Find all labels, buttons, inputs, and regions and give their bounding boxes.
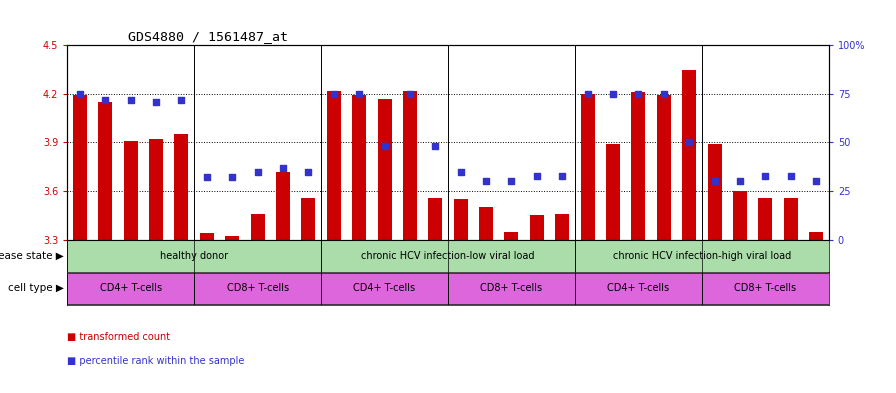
Point [504, 178, 519, 184]
Point [174, 97, 189, 103]
Point [403, 91, 418, 97]
Bar [657, 95, 671, 240]
Point [809, 178, 823, 184]
Point [453, 169, 468, 175]
Bar [632, 92, 645, 240]
Bar [682, 70, 696, 240]
Bar [758, 198, 772, 240]
Bar [702, 273, 829, 304]
Text: chronic HCV infection-high viral load: chronic HCV infection-high viral load [613, 251, 791, 261]
Bar [124, 141, 138, 240]
Text: CD4+ T-cells: CD4+ T-cells [607, 283, 669, 293]
Text: CD4+ T-cells: CD4+ T-cells [99, 283, 162, 293]
Bar [784, 198, 797, 240]
Point [377, 143, 392, 149]
Bar [504, 231, 519, 240]
Point [225, 174, 239, 181]
Bar [225, 237, 239, 240]
Point [124, 97, 138, 103]
Text: CD4+ T-cells: CD4+ T-cells [353, 283, 416, 293]
Bar [194, 273, 321, 304]
Point [200, 174, 214, 181]
Bar [479, 208, 493, 240]
Bar [530, 215, 544, 240]
Point [783, 173, 798, 179]
Bar [67, 241, 321, 272]
Bar [575, 273, 702, 304]
Point [327, 91, 341, 97]
Bar [73, 95, 87, 240]
Bar [428, 198, 443, 240]
Bar [575, 241, 829, 272]
Text: GDS4880 / 1561487_at: GDS4880 / 1561487_at [128, 29, 289, 42]
Text: CD8+ T-cells: CD8+ T-cells [227, 283, 289, 293]
Bar [149, 139, 163, 240]
Point [581, 91, 595, 97]
Bar [200, 233, 214, 240]
Text: ■ transformed count: ■ transformed count [67, 332, 170, 342]
Point [73, 91, 87, 97]
Point [478, 178, 493, 184]
Point [149, 99, 163, 105]
Text: CD8+ T-cells: CD8+ T-cells [734, 283, 797, 293]
Bar [327, 91, 340, 240]
Text: chronic HCV infection-low viral load: chronic HCV infection-low viral load [361, 251, 535, 261]
Bar [733, 191, 747, 240]
Point [657, 91, 671, 97]
Text: healthy donor: healthy donor [160, 251, 228, 261]
Point [708, 178, 722, 184]
Point [556, 173, 570, 179]
Text: cell type ▶: cell type ▶ [8, 283, 64, 293]
Bar [251, 214, 264, 240]
Text: disease state ▶: disease state ▶ [0, 251, 64, 261]
Bar [556, 214, 569, 240]
Bar [67, 273, 194, 304]
Bar [99, 102, 112, 240]
Bar [708, 144, 721, 240]
Point [276, 165, 290, 171]
Bar [276, 172, 290, 240]
Bar [175, 134, 188, 240]
Point [352, 91, 366, 97]
Bar [448, 273, 575, 304]
Bar [403, 91, 417, 240]
Point [530, 173, 544, 179]
Point [758, 173, 772, 179]
Point [301, 169, 315, 175]
Text: CD8+ T-cells: CD8+ T-cells [480, 283, 543, 293]
Point [682, 139, 696, 145]
Point [606, 91, 620, 97]
Bar [606, 144, 620, 240]
Bar [301, 198, 315, 240]
Bar [321, 273, 448, 304]
Bar [809, 231, 823, 240]
Bar [453, 199, 468, 240]
Point [99, 97, 113, 103]
Point [251, 169, 265, 175]
Bar [581, 94, 595, 240]
Bar [352, 95, 366, 240]
Bar [321, 241, 575, 272]
Point [631, 91, 645, 97]
Text: ■ percentile rank within the sample: ■ percentile rank within the sample [67, 356, 245, 365]
Bar [377, 99, 392, 240]
Point [428, 143, 443, 149]
Point [733, 178, 747, 184]
